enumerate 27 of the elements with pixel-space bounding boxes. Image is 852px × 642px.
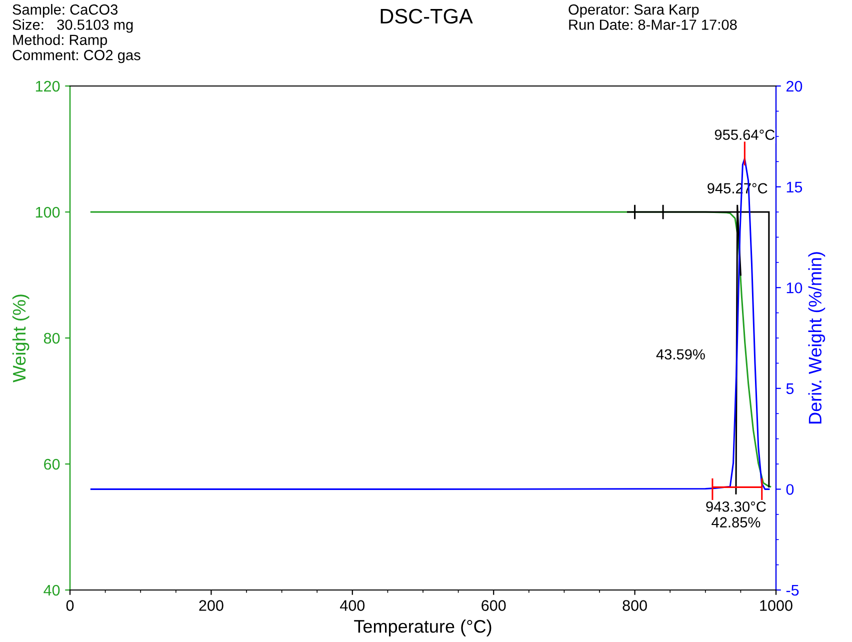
x-tick-label: 800: [622, 600, 647, 611]
x-axis-title: Temperature (°C): [354, 620, 492, 636]
annotation: 43.59%: [656, 349, 705, 360]
y2-tick-label: -5: [786, 585, 799, 596]
y-tick-label: 80: [44, 332, 60, 344]
y2-tick-label: 15: [786, 182, 802, 192]
x-tick-label: 600: [482, 600, 506, 611]
y2-tick-label: 0: [786, 484, 794, 495]
x-tick-label: 200: [199, 600, 224, 611]
x-tick-label: 1000: [760, 600, 792, 611]
y2-tick-label: 20: [786, 80, 802, 92]
y-axis-title: Weight (%): [12, 294, 30, 382]
annotation: 955.64°C: [714, 130, 775, 140]
x-tick-label: 400: [340, 600, 365, 611]
text: Operator: Sara Karp Run Date: 8-Mar-17 17:08: [568, 4, 737, 30]
chart-title: DSC-TGA: [380, 8, 473, 24]
y-tick-label: 120: [36, 80, 60, 92]
annotation: 943.30°C 42.85%: [706, 501, 766, 528]
text: Sample: CaCO3 Size: 30.5103 mg Method: Ramp Comment: CO2 gas: [12, 4, 140, 64]
y2-tick-label: 10: [786, 282, 802, 294]
y-tick-label: 40: [44, 584, 60, 596]
y-tick-label: 100: [36, 206, 60, 218]
y2-axis-title: Deriv. Weight (%/min): [808, 252, 826, 424]
x-tick-label: 0: [66, 600, 74, 611]
line-series: [90, 158, 770, 490]
y2-tick-label: 5: [786, 383, 794, 394]
y-tick-label: 60: [44, 458, 60, 470]
